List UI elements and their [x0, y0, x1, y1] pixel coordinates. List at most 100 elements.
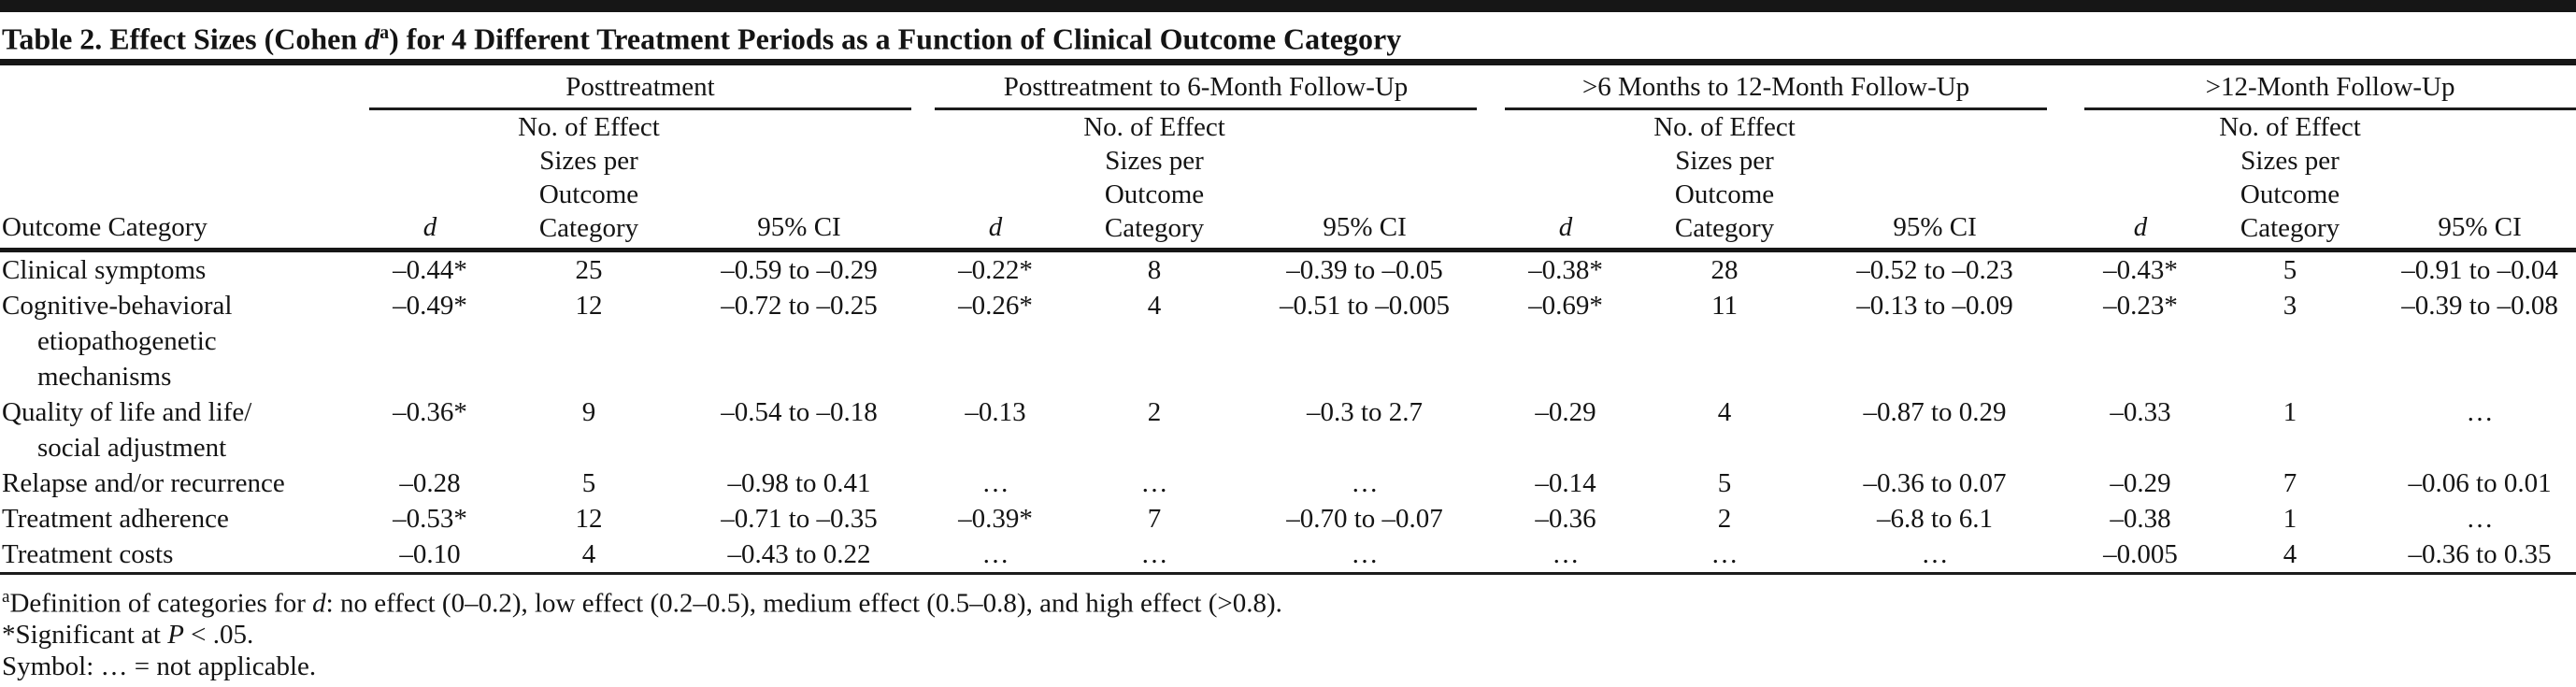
n-header-line: No. of Effect — [1083, 111, 1225, 142]
gap-cell — [2047, 465, 2084, 501]
n-header-line: Sizes per — [1675, 145, 1774, 176]
table-cell: –0.3 to 2.7 — [1306, 396, 1424, 427]
gap-cell — [911, 288, 935, 394]
table-cell: 1 — [2283, 396, 2297, 427]
table-cell: 7 — [1147, 503, 1162, 534]
table-cell: 5 — [1717, 467, 1732, 498]
table-cell: –0.38* — [1528, 254, 1603, 285]
table-title-suffix: ) for 4 Different Treatment Periods as a… — [389, 21, 1402, 56]
group-header-post-to-6mo: Posttreatment to 6-Month Follow-Up — [935, 64, 1478, 110]
gap-cell — [2047, 288, 2084, 394]
n-header-line: No. of Effect — [518, 111, 660, 142]
column-header-row: Outcome Category d No. of Effect Sizes p… — [0, 108, 2576, 252]
gap-cell — [2047, 501, 2084, 537]
n-header-line: Category — [1104, 212, 1205, 243]
row-label: Treatment adherence — [0, 501, 369, 537]
footnote-significance: *Significant at P < .05. — [2, 619, 2576, 651]
table-cell: –0.91 to –0.04 — [2401, 254, 2558, 285]
row-label: Cognitive-behavioral etiopathogenetic me… — [0, 288, 369, 394]
title-rule — [0, 58, 2576, 65]
table-cell: –0.59 to –0.29 — [721, 254, 878, 285]
d-header-3: d — [1505, 108, 1627, 252]
table-cell: –0.14 — [1535, 467, 1596, 498]
table-cell: … — [1505, 536, 1627, 575]
effect-sizes-table: Posttreatment Posttreatment to 6-Month F… — [0, 64, 2576, 575]
table-cell: –0.51 to –0.005 — [1279, 290, 1451, 321]
table-cell: –0.28 — [399, 467, 461, 498]
gap-cell — [1477, 536, 1506, 575]
group-header-6-to-12mo: >6 Months to 12-Month Follow-Up — [1505, 64, 2048, 110]
n-header-line: Sizes per — [1105, 145, 1204, 176]
d-header-1: d — [369, 108, 491, 252]
table-cell: –0.98 to 0.41 — [727, 467, 871, 498]
table-cell: … — [1056, 536, 1253, 575]
table-cell: –0.06 to 0.01 — [2408, 467, 2552, 498]
row-label: Clinical symptoms — [0, 250, 369, 288]
table-cell: –0.36 to 0.07 — [1863, 467, 2007, 498]
table-cell: … — [2466, 396, 2494, 427]
table-cell: 4 — [491, 536, 687, 575]
gap-cell — [1477, 465, 1505, 501]
row-label-line: Quality of life and life/ — [2, 396, 252, 427]
table-cell: … — [2466, 503, 2494, 534]
footnote-symbol: Symbol: … = not applicable. — [2, 651, 317, 682]
table-row-cognitive-behavioral: Cognitive-behavioral etiopathogenetic me… — [0, 288, 2576, 394]
table-cell: –0.71 to –0.35 — [721, 503, 878, 534]
group-header-spacer — [0, 65, 369, 109]
gap-cell — [1477, 250, 1505, 288]
table-cell: –0.33 — [2110, 396, 2171, 427]
table-row-treatment-adherence: Treatment adherence –0.53* 12 –0.71 to –… — [0, 501, 2576, 537]
top-rule — [0, 0, 2576, 12]
d-header-2: d — [935, 108, 1057, 252]
table-cell: 4 — [2197, 536, 2384, 575]
table-cell: –0.38 — [2110, 503, 2171, 534]
n-header-4: No. of Effect Sizes per Outcome Category — [2197, 108, 2384, 252]
table-cell: –0.29 — [1535, 396, 1596, 427]
group-gap — [1477, 65, 1505, 109]
table-cell: –0.13 to –0.09 — [1856, 290, 2013, 321]
table-cell: 7 — [2283, 467, 2297, 498]
table-cell: 11 — [1711, 290, 1738, 321]
ci-header-1: 95% CI — [687, 108, 912, 252]
group-header-row: Posttreatment Posttreatment to 6-Month F… — [0, 64, 2576, 110]
n-header-line: Category — [2240, 212, 2340, 243]
n-header-line: Category — [538, 212, 639, 243]
table-cell: –0.13 — [965, 396, 1026, 427]
group-header-posttreatment: Posttreatment — [369, 64, 912, 110]
table-cell: –0.39 to –0.08 — [2401, 290, 2558, 321]
table-cell: –0.43* — [2103, 254, 2178, 285]
row-label-line: social adjustment — [37, 432, 227, 463]
footnote-definition: aDefinition of categories for d: no effe… — [2, 581, 2576, 620]
outcome-category-header: Outcome Category — [0, 108, 369, 252]
gap-cell — [1477, 394, 1505, 465]
table-cell: –0.53* — [393, 503, 467, 534]
gap-cell — [911, 108, 936, 252]
table-cell: 2 — [1717, 503, 1732, 534]
table-cell: 25 — [575, 254, 603, 285]
table-title: Table 2. Effect Sizes (Cohen da) for 4 D… — [0, 12, 2576, 59]
gap-cell — [911, 394, 935, 465]
table-cell: –0.69* — [1528, 290, 1603, 321]
table-cell: … — [935, 536, 1057, 575]
table-cell: … — [981, 467, 1009, 498]
row-label: Quality of life and life/ social adjustm… — [0, 394, 369, 465]
table-cell: 12 — [575, 290, 603, 321]
n-header-line: No. of Effect — [1653, 111, 1796, 142]
table-cell: 3 — [2283, 290, 2297, 321]
gap-cell — [911, 465, 935, 501]
n-header-line: No. of Effect — [2219, 111, 2361, 142]
table-cell: 4 — [1147, 290, 1162, 321]
table-cell: –0.54 to –0.18 — [721, 396, 878, 427]
table-cell: 12 — [575, 503, 603, 534]
row-label: Treatment costs — [0, 536, 369, 575]
gap-cell — [2047, 394, 2084, 465]
table-cell: –0.49* — [393, 290, 467, 321]
table-cell: 5 — [2283, 254, 2297, 285]
gap-cell — [2047, 536, 2085, 575]
n-header-3: No. of Effect Sizes per Outcome Category — [1626, 108, 1824, 252]
d-header-4: d — [2084, 108, 2197, 252]
gap-cell — [911, 536, 936, 575]
table-cell: –0.44* — [393, 254, 467, 285]
footnote-text: < .05. — [183, 620, 254, 651]
